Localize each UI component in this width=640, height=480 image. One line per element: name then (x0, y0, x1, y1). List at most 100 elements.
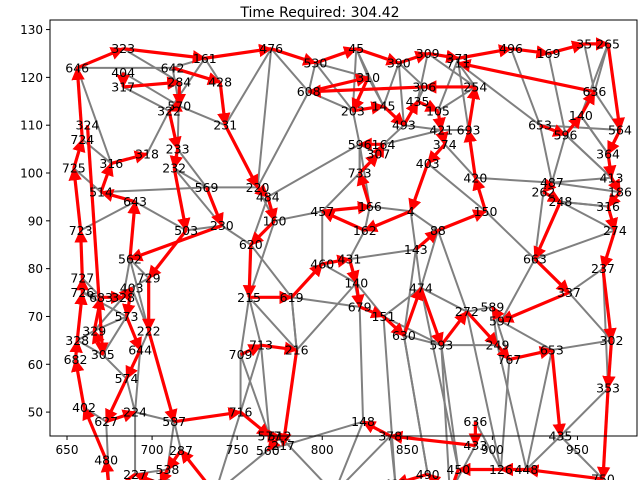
node-label: 403 (120, 280, 144, 295)
route-arrow (579, 90, 596, 117)
route-arrow (123, 76, 181, 90)
node-label: 249 (486, 338, 510, 353)
route-arrow (128, 224, 223, 262)
x-axis: 650 700 750 800 850 900 950 (56, 436, 589, 457)
edge-line (224, 47, 273, 127)
route-arrow (249, 219, 276, 246)
edge-line (525, 348, 553, 471)
node-label: 262 (531, 185, 555, 200)
route-arrow (159, 468, 172, 480)
node-label: 328 (111, 290, 135, 305)
route-arrow (71, 358, 86, 408)
edge-line (593, 42, 610, 93)
node-label: 448 (514, 462, 538, 477)
node-label: 608 (297, 84, 321, 99)
route-arrow (447, 468, 461, 480)
edge-line (567, 267, 604, 294)
route-arrow (278, 349, 299, 447)
edge-line (426, 52, 477, 88)
route-arrow (147, 330, 178, 423)
node-label: 162 (353, 223, 377, 238)
route-arrow (388, 430, 476, 448)
node-label: 627 (94, 414, 118, 429)
node-label: 390 (387, 56, 411, 71)
route-arrow (548, 40, 586, 56)
node-label: 371 (446, 51, 470, 66)
route-arrow (463, 128, 477, 179)
route-arrow (321, 254, 351, 268)
route-arrow (382, 315, 405, 337)
route-arrow (122, 287, 136, 318)
edge-line (579, 114, 610, 155)
node-label: 503 (174, 223, 198, 238)
node-label: 307 (366, 146, 390, 161)
node-label: 169 (537, 46, 561, 61)
route-arrow (122, 47, 207, 64)
node-label: 619 (280, 290, 304, 305)
route-arrow (125, 349, 142, 380)
route-arrow (254, 183, 269, 199)
route-arrow (437, 209, 487, 232)
chart-title: Time Required: 304.42 (239, 5, 399, 21)
node-label: 693 (457, 122, 481, 137)
node-label: 493 (392, 118, 416, 133)
node-label: 636 (583, 84, 607, 99)
route-arrow (71, 66, 85, 140)
node-label: 186 (608, 185, 632, 200)
route-arrow (533, 257, 571, 294)
node-label: 227 (123, 467, 147, 480)
node-label: 329 (82, 323, 106, 338)
edge-line (550, 176, 613, 184)
route-arrow (351, 76, 370, 113)
route-arrow (124, 472, 137, 480)
edge-line (101, 353, 128, 380)
edge-line (382, 62, 400, 108)
node-label: 450 (446, 462, 470, 477)
route-arrow (458, 44, 513, 60)
y-tick-label: 120 (20, 71, 43, 85)
node-label: 573 (115, 309, 139, 324)
edge-line (256, 47, 273, 189)
node-label: 265 (596, 36, 620, 51)
node-label: 160 (263, 213, 287, 228)
node-label: 305 (91, 347, 115, 362)
edge-line (510, 47, 542, 127)
edge-line (436, 57, 460, 112)
node-label: 220 (246, 180, 270, 195)
node-label: 140 (344, 275, 368, 290)
edge-line (414, 248, 422, 289)
route-arrow (322, 201, 372, 215)
route-arrow (72, 138, 86, 169)
route-arrow (351, 282, 365, 309)
edge-line (382, 128, 443, 146)
route-arrow (307, 84, 425, 98)
route-arrow (321, 209, 366, 232)
edge-line (440, 344, 460, 471)
edge-line (355, 47, 370, 79)
edge-line (409, 210, 439, 232)
axes-frame (49, 19, 638, 437)
route-arrow (167, 110, 182, 151)
route-arrow (426, 473, 442, 480)
node-label: 432 (383, 476, 407, 480)
node-label: 143 (404, 242, 428, 257)
node-label: 538 (155, 462, 179, 477)
node-label: 724 (70, 132, 94, 147)
x-tick-label: 700 (141, 443, 164, 457)
route-arrow (601, 268, 617, 342)
edge-line (128, 258, 150, 280)
route-arrow (169, 148, 183, 170)
edge-line (402, 248, 417, 337)
node-label: 237 (591, 261, 615, 276)
edge-line (499, 320, 553, 351)
route-arrow (179, 449, 207, 480)
route-arrow (596, 388, 611, 480)
route-arrow (290, 262, 324, 299)
route-arrow (270, 47, 317, 66)
node-label: 596 (554, 127, 578, 142)
route-arrow (499, 291, 570, 323)
node-label: 642 (161, 60, 185, 75)
node-label: 460 (310, 256, 334, 271)
route-arrow (510, 45, 550, 59)
